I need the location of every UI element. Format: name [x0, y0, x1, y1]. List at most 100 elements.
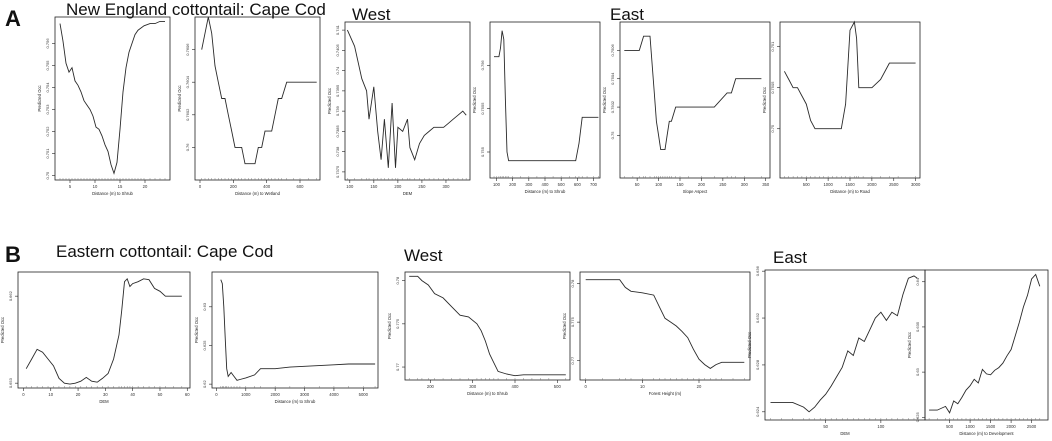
- panel-a-west-title: West: [352, 5, 391, 24]
- chart-11: 0.624 0.628 0.632 0.636 50 100 DEM Predicted Oc…: [747, 265, 926, 436]
- y-tick-label: 0.662: [8, 290, 13, 301]
- series-line: [201, 16, 317, 165]
- y-tick-label: 0.752: [45, 126, 50, 137]
- x-tick-label: 1000: [965, 424, 975, 429]
- y-tick-label: 0.7385: [335, 124, 340, 137]
- chart-4: 0.755 0.7555 0.756 100 200 300 400 500 600 700 Dis…: [472, 21, 601, 194]
- chart-3: 0.7375 0.738 0.7385 0.739 0.7395 0.74 0.7405 0.…: [327, 21, 471, 196]
- y-tick-label: 0.624: [755, 406, 760, 417]
- x-tick-label: 10: [48, 392, 53, 397]
- y-axis-title: Predicted Occ: [194, 317, 199, 343]
- plot-frame: [54, 16, 171, 181]
- y-tick-label: 0.7395: [335, 84, 340, 97]
- y-tick-label: 0.77: [570, 356, 575, 365]
- plot-frame: [344, 21, 471, 181]
- y-tick-label: 0.653: [8, 377, 13, 388]
- x-tick-label: 2000: [271, 392, 281, 397]
- chart-1: 0.75 0.751 0.752 0.753 0.754 0.755 0.756 5 10 15 2…: [37, 16, 171, 196]
- y-tick-label: 0.77: [395, 362, 400, 371]
- y-tick-label: 0.75: [770, 124, 775, 133]
- series-line: [784, 20, 916, 130]
- x-axis-title: Distance (m) to Road: [830, 189, 870, 194]
- x-tick-label: 100: [346, 184, 354, 189]
- x-tick-label: 150: [370, 184, 378, 189]
- x-tick-label: 250: [719, 182, 727, 187]
- y-axis-title: Predicted Occ: [327, 88, 332, 114]
- y-tick-label: 0.756: [45, 38, 50, 49]
- x-tick-label: 3000: [300, 392, 310, 397]
- y-axis-title: Predicted Occ: [0, 317, 5, 343]
- y-tick-label: 0.75: [45, 171, 50, 180]
- x-tick-label: 10: [640, 384, 645, 389]
- y-tick-label: 0.754: [45, 82, 50, 93]
- y-tick-label: 0.753: [45, 104, 50, 115]
- y-tick-label: 0.775: [570, 316, 575, 327]
- x-tick-label: 100: [877, 424, 885, 429]
- y-axis-title: Predicted Occ: [37, 85, 42, 111]
- x-tick-label: 300: [442, 184, 450, 189]
- x-axis-title: DEM: [840, 431, 850, 436]
- panel-label-a: A: [5, 6, 21, 31]
- x-axis-title: Slope Aspect: [683, 189, 708, 194]
- y-tick-label: 0.7405: [335, 43, 340, 56]
- panel-label-b: B: [5, 242, 21, 267]
- y-tick-label: 0.78: [395, 276, 400, 285]
- x-tick-label: 2000: [867, 182, 877, 187]
- x-tick-label: 300: [741, 182, 749, 187]
- x-tick-label: 60: [185, 392, 190, 397]
- y-tick-label: 0.78: [570, 279, 575, 288]
- y-axis-title: Predicted Occ: [747, 332, 752, 358]
- x-tick-label: 500: [803, 182, 811, 187]
- x-tick-label: 400: [542, 182, 550, 187]
- series-line: [25, 277, 182, 385]
- panel-b-west-title: West: [404, 246, 443, 265]
- x-tick-label: 350: [762, 182, 770, 187]
- x-tick-label: 0: [584, 384, 587, 389]
- y-tick-label: 0.625: [202, 340, 207, 351]
- y-tick-label: 0.635: [915, 321, 920, 332]
- x-tick-label: 0: [22, 392, 25, 397]
- x-tick-label: 2500: [889, 182, 899, 187]
- x-tick-label: 250: [418, 184, 426, 189]
- y-tick-label: 0.751: [770, 41, 775, 52]
- x-tick-label: 500: [558, 182, 566, 187]
- chart-2: 0.76 0.7602 0.7604 0.7606 0 200 400 600 Distance…: [177, 16, 321, 196]
- plot-frame: [619, 21, 771, 179]
- x-tick-label: 4000: [329, 392, 339, 397]
- x-tick-label: 2500: [1027, 424, 1037, 429]
- series-line: [59, 20, 165, 175]
- y-tick-label: 0.7375: [335, 165, 340, 178]
- x-axis-title: Distance (m) to Wetland: [235, 191, 281, 196]
- x-tick-label: 0: [215, 392, 218, 397]
- y-tick-label: 0.7606: [185, 43, 190, 56]
- y-axis-title: Predicted Occ: [907, 332, 912, 358]
- x-tick-label: 2000: [1006, 424, 1016, 429]
- y-tick-label: 0.625: [915, 412, 920, 423]
- x-tick-label: 1500: [845, 182, 855, 187]
- x-tick-label: 600: [297, 184, 305, 189]
- y-axis-title: Predicted Occ: [602, 87, 607, 113]
- y-tick-label: 0.7602: [185, 108, 190, 121]
- y-tick-label: 0.7604: [185, 75, 190, 88]
- chart-8: 0.62 0.625 0.63 0 1000 2000 3000 4000 5000 Distan…: [194, 271, 379, 404]
- x-tick-label: 40: [130, 392, 135, 397]
- x-tick-label: 3000: [911, 182, 921, 187]
- y-axis-title: Predicted Occ: [562, 313, 567, 339]
- series-line: [624, 35, 762, 151]
- chart-10: 0.77 0.775 0.78 0 10 20 Forest Height (m) Predi…: [562, 271, 751, 396]
- y-axis-title: Predicted Occ: [177, 85, 182, 111]
- chart-12: 0.625 0.63 0.635 0.64 500 1000 1500 2000 2500 Dis…: [907, 269, 1049, 436]
- x-tick-label: 20: [697, 384, 702, 389]
- chart-7: 0.653 0.662 0 10 20 30 40 50 60 DEM Predicted Occ: [0, 271, 191, 404]
- series-line: [346, 29, 467, 168]
- series-line: [409, 275, 566, 377]
- x-tick-label: 100: [655, 182, 663, 187]
- y-tick-label: 0.739: [335, 105, 340, 116]
- series-line: [220, 279, 376, 381]
- x-tick-label: 700: [590, 182, 598, 187]
- x-tick-label: 100: [493, 182, 501, 187]
- y-tick-label: 0.751: [45, 148, 50, 159]
- x-tick-label: 30: [103, 392, 108, 397]
